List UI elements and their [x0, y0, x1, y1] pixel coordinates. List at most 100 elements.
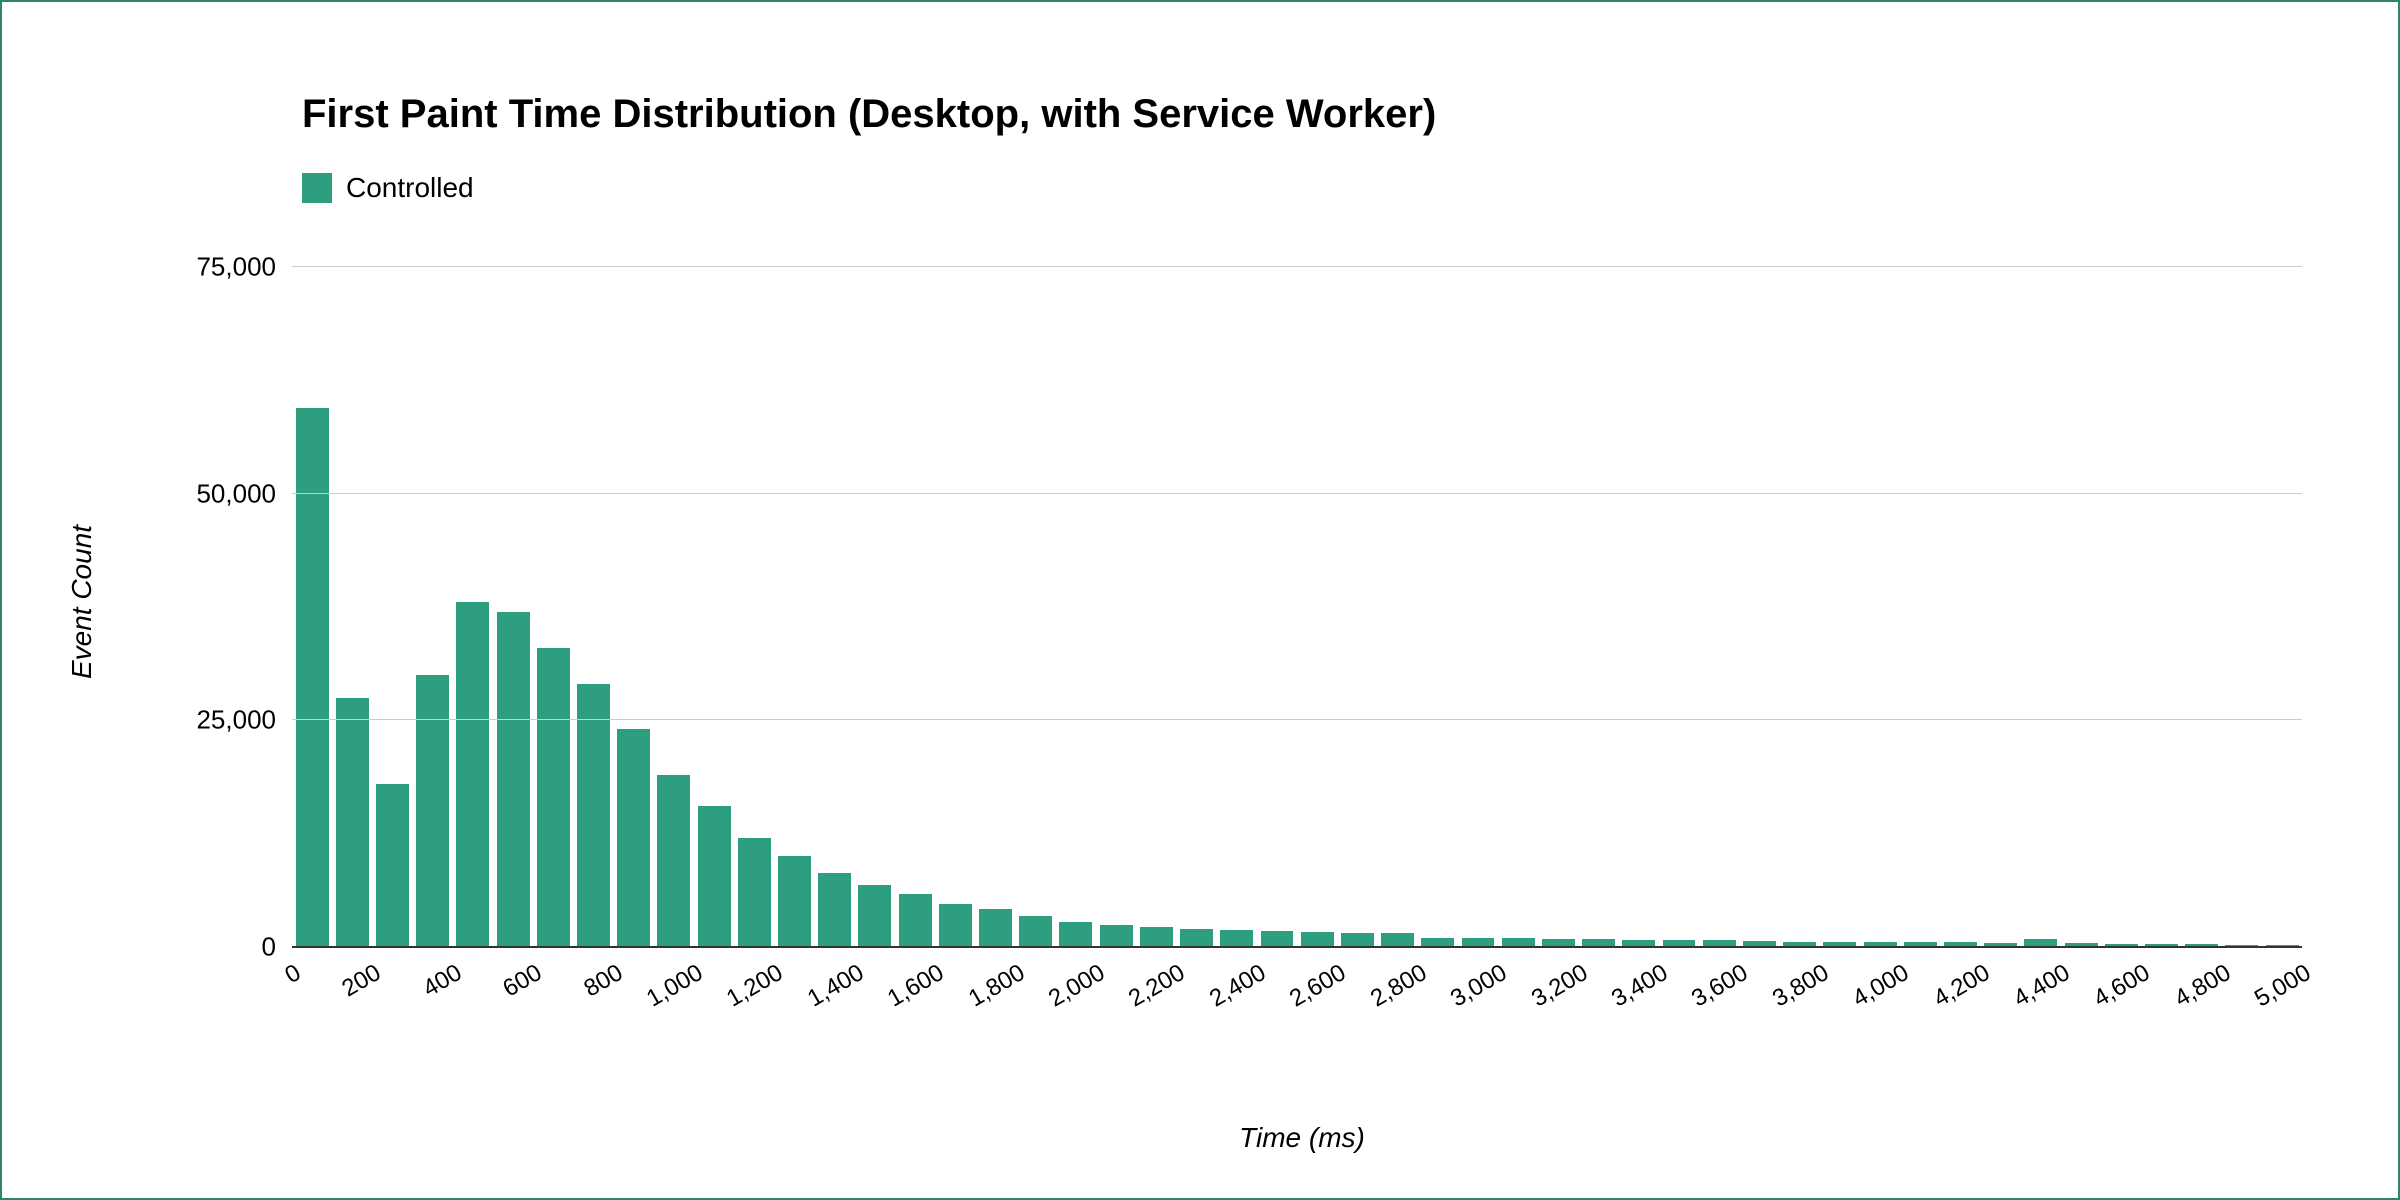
bar-slot: [1860, 267, 1900, 947]
bar-slot: [1538, 267, 1578, 947]
bar-slot: [895, 267, 935, 947]
bar-slot: [493, 267, 533, 947]
histogram-bar: [1180, 929, 1213, 947]
bar-slot: [1699, 267, 1739, 947]
bar-slot: [1739, 267, 1779, 947]
x-tick-slot: 400: [453, 947, 493, 1027]
histogram-bar: [698, 806, 731, 947]
histogram-bar: [778, 856, 811, 947]
x-tick-label: 0: [280, 959, 306, 990]
gridline: [292, 719, 2302, 720]
bar-slot: [1458, 267, 1498, 947]
histogram-bar: [979, 909, 1012, 947]
histogram-bar: [1059, 922, 1092, 947]
histogram-bar: [577, 684, 610, 947]
bar-slot: [975, 267, 1015, 947]
bar-slot: [734, 267, 774, 947]
bar-slot: [1498, 267, 1538, 947]
bar-slot: [573, 267, 613, 947]
histogram-bar: [497, 612, 530, 947]
bar-slot: [413, 267, 453, 947]
bar-slot: [533, 267, 573, 947]
bar-slot: [855, 267, 895, 947]
bar-slot: [2222, 267, 2262, 947]
bar-slot: [2061, 267, 2101, 947]
histogram-bar: [537, 648, 570, 947]
histogram-bar: [899, 894, 932, 947]
bar-slot: [1136, 267, 1176, 947]
plot-area: 02004006008001,0001,2001,4001,6001,8002,…: [292, 267, 2302, 947]
bar-slot: [1056, 267, 1096, 947]
histogram-bar: [336, 698, 369, 947]
x-tick-slot: 0: [292, 947, 332, 1027]
bar-slot: [1659, 267, 1699, 947]
bar-slot: [2262, 267, 2302, 947]
histogram-bar: [296, 408, 329, 947]
y-tick-label: 50,000: [196, 478, 276, 509]
bar-slot: [694, 267, 734, 947]
y-tick-label: 0: [262, 932, 276, 963]
bar-slot: [453, 267, 493, 947]
x-ticks-container: 02004006008001,0001,2001,4001,6001,8002,…: [292, 947, 2302, 1027]
histogram-bar: [1301, 932, 1334, 947]
y-tick-label: 75,000: [196, 252, 276, 283]
gridline: [292, 493, 2302, 494]
histogram-bar: [456, 602, 489, 947]
x-tick-slot: 600: [533, 947, 573, 1027]
bar-slot: [1619, 267, 1659, 947]
histogram-bar: [617, 729, 650, 947]
histogram-bar: [1341, 933, 1374, 948]
histogram-bar: [818, 873, 851, 947]
bar-slot: [1297, 267, 1337, 947]
bar-slot: [614, 267, 654, 947]
histogram-bar: [1220, 930, 1253, 947]
bar-slot: [1377, 267, 1417, 947]
histogram-bar: [1381, 933, 1414, 947]
bar-slot: [1257, 267, 1297, 947]
bar-slot: [1337, 267, 1377, 947]
bar-slot: [935, 267, 975, 947]
legend: Controlled: [302, 172, 474, 204]
legend-label: Controlled: [346, 172, 474, 204]
histogram-bar: [657, 775, 690, 947]
bar-slot: [1016, 267, 1056, 947]
bar-slot: [332, 267, 372, 947]
x-axis-label: Time (ms): [1239, 1122, 1365, 1154]
bar-slot: [774, 267, 814, 947]
bar-slot: [1981, 267, 2021, 947]
bar-slot: [1176, 267, 1216, 947]
bar-slot: [1217, 267, 1257, 947]
legend-swatch: [302, 173, 332, 203]
bar-slot: [1900, 267, 1940, 947]
histogram-bar: [416, 675, 449, 947]
bar-slot: [1780, 267, 1820, 947]
bar-slot: [1940, 267, 1980, 947]
y-axis-label: Event Count: [66, 525, 98, 679]
bar-slot: [654, 267, 694, 947]
histogram-bar: [939, 904, 972, 947]
bars-container: [292, 267, 2302, 947]
bar-slot: [815, 267, 855, 947]
gridline: [292, 266, 2302, 267]
chart-title: First Paint Time Distribution (Desktop, …: [302, 92, 1436, 137]
bar-slot: [1579, 267, 1619, 947]
histogram-bar: [738, 838, 771, 947]
histogram-bar: [858, 885, 891, 947]
x-tick-slot: 200: [372, 947, 412, 1027]
bar-slot: [2141, 267, 2181, 947]
histogram-bar: [376, 784, 409, 947]
histogram-bar: [1019, 916, 1052, 947]
histogram-bar: [1100, 925, 1133, 947]
histogram-bar: [1261, 931, 1294, 947]
bar-slot: [1096, 267, 1136, 947]
histogram-bar: [1140, 927, 1173, 947]
y-tick-label: 25,000: [196, 705, 276, 736]
bar-slot: [1418, 267, 1458, 947]
bar-slot: [1820, 267, 1860, 947]
chart-frame: First Paint Time Distribution (Desktop, …: [0, 0, 2400, 1200]
bar-slot: [2101, 267, 2141, 947]
bar-slot: [292, 267, 332, 947]
bar-slot: [372, 267, 412, 947]
bar-slot: [2021, 267, 2061, 947]
bar-slot: [2182, 267, 2222, 947]
